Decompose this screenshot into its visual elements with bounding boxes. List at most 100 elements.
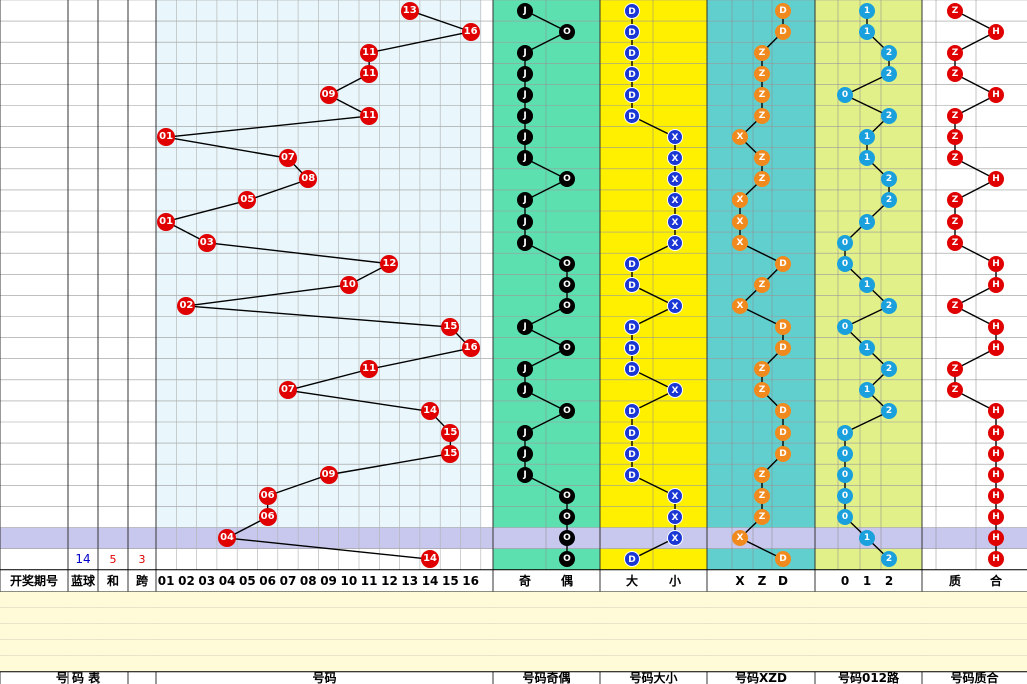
- stat-value: 3: [426, 657, 434, 670]
- miss-count: 5: [365, 469, 373, 481]
- miss-count: 62: [159, 68, 173, 80]
- xzd-ball: X: [732, 530, 748, 547]
- miss-count: 23: [281, 5, 295, 16]
- route-ball: 2: [881, 44, 897, 61]
- stat-value: 2: [223, 657, 231, 670]
- route-ball: 0: [837, 234, 853, 251]
- route-ball: 0: [837, 508, 853, 525]
- stat-value: 17: [220, 625, 234, 638]
- miss-count: 3: [406, 68, 413, 80]
- footer-oeFooter: 号码奇偶: [522, 670, 571, 684]
- stat-value: 2: [467, 657, 474, 670]
- issue-label: 2012132: [10, 278, 58, 291]
- stat-value: 81: [179, 641, 194, 654]
- sum-value: 7: [109, 383, 117, 397]
- bs-ball: D: [624, 65, 640, 82]
- stat-value: 112: [217, 641, 238, 654]
- miss-count: 47: [383, 152, 396, 164]
- miss-count: 13: [322, 363, 335, 375]
- route-ball: 1: [859, 129, 875, 146]
- miss-count: 6: [284, 279, 292, 291]
- stat-value: 88: [179, 593, 194, 606]
- miss-count: 6: [467, 152, 474, 164]
- miss-count: 9: [406, 194, 413, 206]
- bs-ball: X: [667, 234, 683, 251]
- bs-ball: D: [624, 466, 640, 483]
- miss-count: 5: [305, 279, 312, 291]
- stat-value: 96: [240, 593, 255, 606]
- miss-count: 2: [467, 68, 474, 80]
- sum-value: 8: [109, 172, 117, 186]
- sum-value: 1: [109, 215, 117, 228]
- miss-count: 6: [264, 5, 271, 16]
- blue-ball-value: 11: [75, 108, 91, 123]
- miss-count: 1: [284, 405, 292, 417]
- stat-value: 12: [342, 609, 356, 622]
- miss-count: 6: [284, 511, 292, 523]
- miss-count: 3: [305, 237, 312, 249]
- miss-count: 13: [403, 279, 417, 291]
- route-ball: 2: [881, 65, 897, 82]
- miss-count: 4: [426, 490, 434, 502]
- issue-label: 2012121: [10, 46, 58, 59]
- forecast-pc: H: [988, 551, 1004, 568]
- sum-value: 6: [109, 489, 117, 503]
- span-value: 1: [138, 130, 146, 144]
- miss-count: 26: [281, 68, 295, 80]
- oe-ball: J: [517, 424, 533, 441]
- route-ball: 0: [837, 445, 853, 462]
- stat-value: 7: [284, 609, 292, 622]
- pc-ball: Z: [947, 65, 963, 82]
- bs-ball: D: [624, 424, 640, 441]
- stat-value: 2: [264, 657, 271, 670]
- miss-count: 19: [423, 321, 437, 333]
- miss-count: 33: [301, 5, 315, 16]
- xzd-ball: D: [775, 403, 791, 420]
- stat-value: 739: [514, 593, 536, 606]
- miss-count: 12: [159, 469, 173, 481]
- span-value: 4: [138, 426, 146, 439]
- route-ball: 1: [859, 2, 875, 19]
- miss-count: 17: [301, 532, 315, 544]
- stat-value: 25: [403, 609, 417, 622]
- miss-count: 2: [386, 300, 393, 312]
- miss-count: 12: [342, 532, 356, 544]
- miss-count: 17: [220, 68, 234, 80]
- sum-value: 4: [109, 531, 117, 545]
- issue-label: 2012124: [10, 109, 58, 122]
- miss-count: 28: [281, 110, 295, 122]
- miss-count: 7: [426, 68, 434, 80]
- miss-count: 11: [362, 342, 376, 354]
- miss-count: 7: [467, 490, 474, 502]
- miss-count: 8: [426, 89, 434, 101]
- route-ball: 0: [837, 466, 853, 483]
- number-ball: 01: [157, 212, 176, 231]
- pc-ball: Z: [947, 108, 963, 125]
- bs-ball: D: [624, 44, 640, 61]
- miss-count: 31: [220, 363, 234, 375]
- miss-count: 10: [423, 131, 437, 143]
- miss-count: 3: [203, 300, 210, 312]
- xzd-ball: X: [732, 297, 748, 314]
- miss-count: 1: [386, 279, 393, 291]
- oe-ball: O: [559, 23, 575, 40]
- stat-value: 4: [779, 609, 787, 622]
- span-value: 8: [138, 172, 146, 186]
- miss-count: 7: [305, 321, 312, 333]
- miss-count: 18: [220, 89, 234, 101]
- stat-value: 1: [671, 625, 679, 638]
- miss-count: 9: [305, 363, 312, 375]
- miss-count: 25: [403, 532, 417, 544]
- span-value: 9: [138, 88, 146, 102]
- stat-value: 90: [159, 593, 173, 606]
- miss-count: 8: [447, 68, 454, 80]
- sum-value: 2: [109, 362, 117, 376]
- route-ball: 2: [881, 108, 897, 125]
- miss-count: 16: [261, 216, 275, 227]
- number-ball: 15: [441, 444, 460, 463]
- stat-value: 15: [260, 625, 275, 638]
- stat-value: 0: [671, 609, 679, 622]
- issue-label: 2012144: [10, 531, 58, 544]
- miss-count: 2: [345, 321, 353, 333]
